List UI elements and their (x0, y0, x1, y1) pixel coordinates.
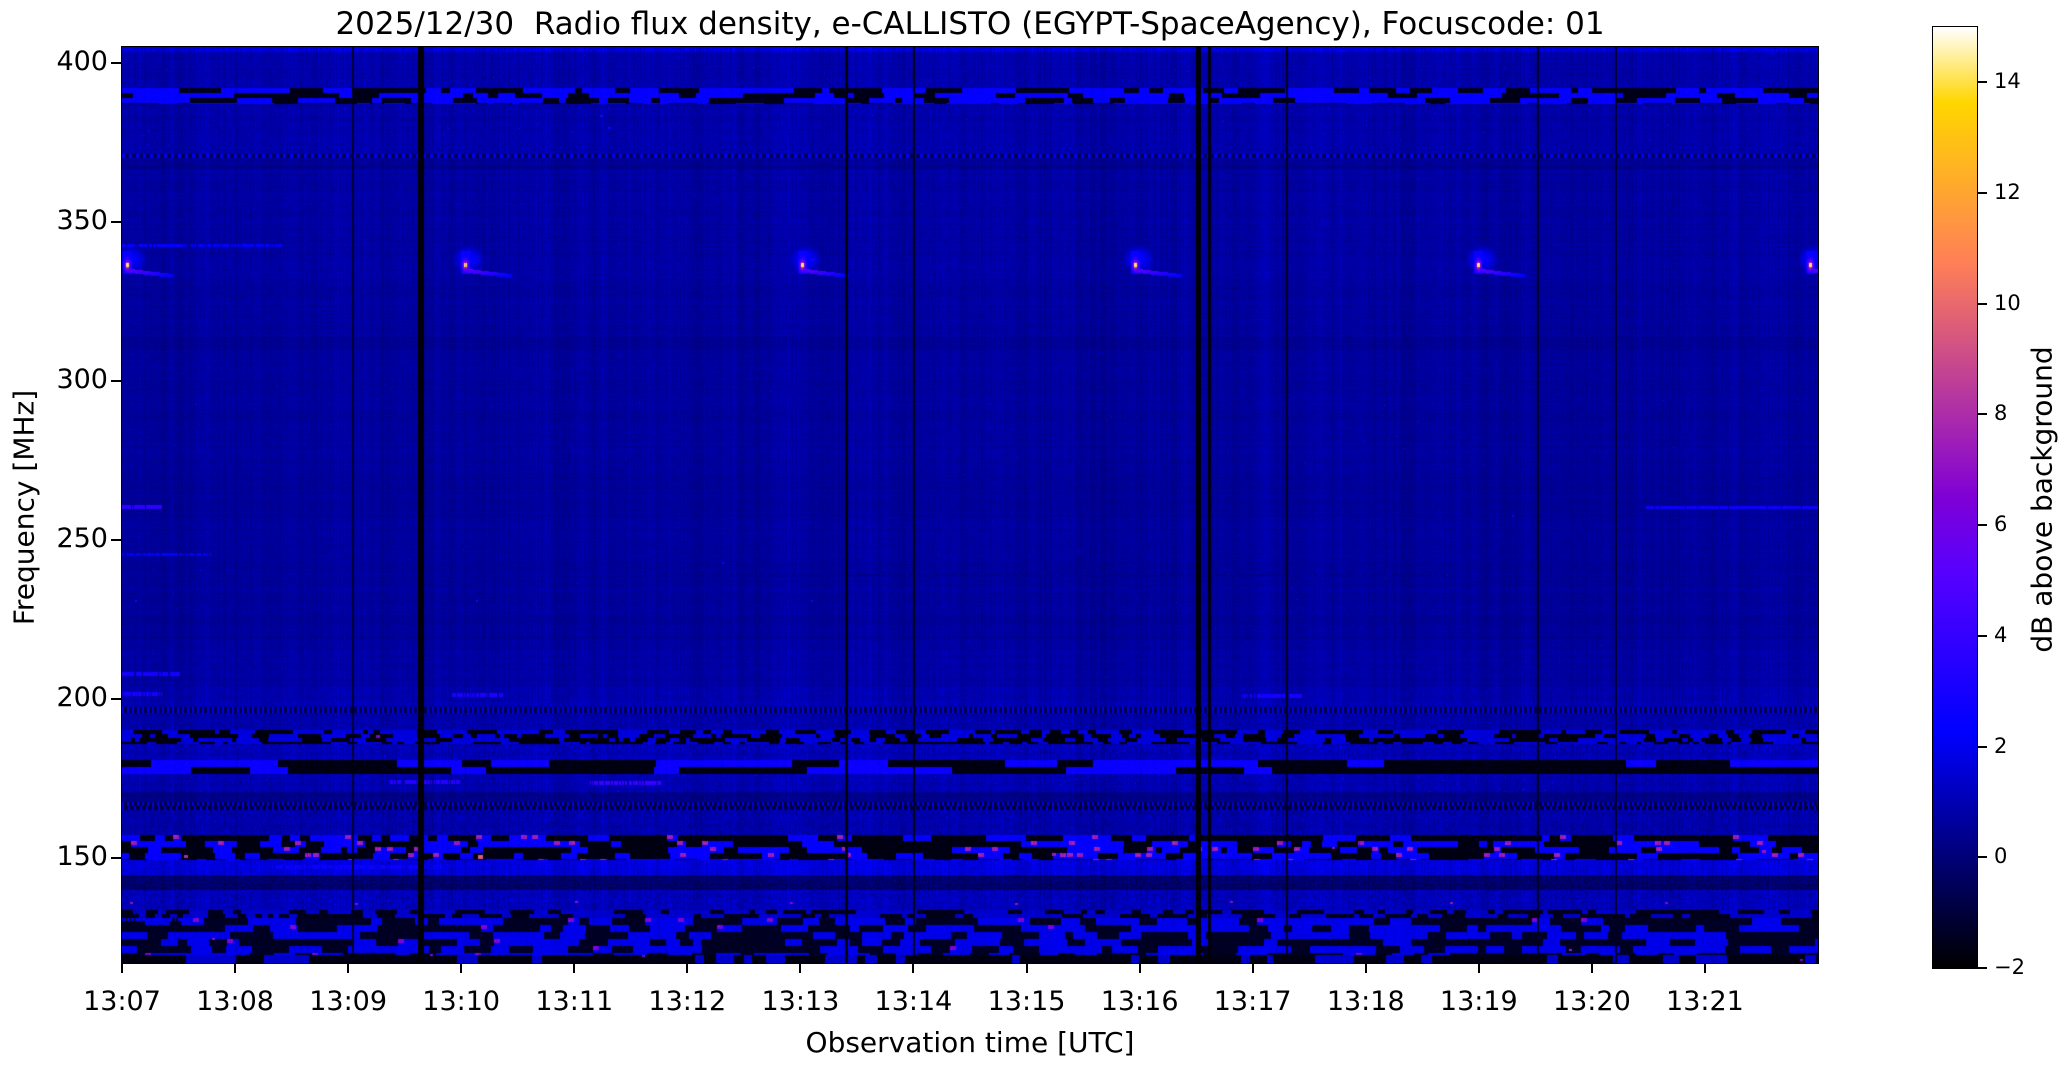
x-tick-label: 13:16 (1100, 986, 1179, 1017)
x-tick-mark (234, 963, 237, 973)
x-tick-label: 13:19 (1439, 986, 1518, 1017)
y-tick-mark (111, 857, 121, 860)
y-tick-label: 250 (56, 522, 108, 554)
colorbar-tick-mark (1978, 856, 1987, 859)
x-tick-label: 13:09 (309, 986, 388, 1017)
colorbar-tick-mark (1978, 634, 1987, 637)
plot-title: 2025/12/30 Radio flux density, e-CALLIST… (335, 6, 1605, 42)
x-tick-label: 13:20 (1552, 986, 1631, 1017)
x-tick-mark (1703, 963, 1706, 973)
x-tick-mark (686, 963, 689, 973)
y-tick-label: 150 (56, 841, 108, 873)
y-axis-label: Frequency [MHz] (7, 389, 41, 626)
x-tick-mark (912, 963, 915, 973)
x-tick-mark (1590, 963, 1593, 973)
colorbar-tick-label: 14 (1994, 69, 2021, 94)
y-tick-label: 300 (56, 363, 108, 395)
colorbar (1932, 26, 1978, 969)
x-tick-label: 13:17 (1213, 986, 1292, 1017)
x-tick-mark (799, 963, 802, 973)
x-tick-label: 13:10 (422, 986, 501, 1017)
colorbar-label: dB above background (2025, 346, 2059, 653)
y-tick-label: 350 (56, 204, 108, 236)
colorbar-tick-label: 2 (1994, 733, 2008, 758)
x-tick-mark (1138, 963, 1141, 973)
x-tick-label: 13:18 (1326, 986, 1405, 1017)
x-tick-label: 13:12 (648, 986, 727, 1017)
colorbar-tick-mark (1978, 524, 1987, 527)
x-tick-label: 13:14 (874, 986, 953, 1017)
x-tick-label: 13:15 (987, 986, 1066, 1017)
x-tick-label: 13:07 (83, 986, 161, 1017)
colorbar-tick-mark (1978, 745, 1987, 748)
x-tick-label: 13:13 (761, 986, 840, 1017)
x-tick-mark (347, 963, 350, 973)
colorbar-tick-label: 0 (1994, 844, 2008, 869)
y-tick-mark (111, 698, 121, 700)
x-tick-mark (1364, 963, 1367, 973)
x-tick-label: 13:21 (1666, 986, 1744, 1017)
x-tick-mark (1251, 963, 1254, 973)
y-tick-mark (111, 379, 121, 382)
y-tick-label: 400 (56, 45, 108, 77)
colorbar-tick-label: −2 (1994, 955, 2025, 979)
x-tick-label: 13:08 (196, 986, 274, 1017)
colorbar-tick-mark (1978, 967, 1987, 969)
colorbar-tick-label: 12 (1994, 180, 2021, 205)
x-tick-mark (1477, 963, 1480, 973)
y-tick-mark (111, 220, 121, 223)
colorbar-tick-label: 10 (1994, 290, 2021, 315)
colorbar-tick-label: 6 (1994, 512, 2008, 537)
y-tick-label: 200 (56, 682, 108, 713)
colorbar-tick-mark (1978, 302, 1987, 305)
x-tick-mark (1025, 963, 1028, 973)
x-tick-mark (573, 963, 576, 973)
colorbar-tick-mark (1978, 192, 1987, 195)
colorbar-tick-label: 8 (1994, 401, 2008, 426)
colorbar-tick-mark (1978, 81, 1987, 84)
spectrogram-plot (121, 46, 1819, 964)
colorbar-tick-label: 4 (1994, 622, 2008, 647)
colorbar-canvas (1933, 27, 1977, 968)
x-tick-mark (460, 963, 463, 973)
x-axis-label: Observation time [UTC] (805, 1026, 1135, 1059)
y-tick-mark (111, 61, 121, 64)
colorbar-tick-mark (1978, 413, 1987, 416)
x-tick-label: 13:11 (535, 986, 614, 1017)
spectrogram-canvas (122, 47, 1818, 963)
x-tick-mark (121, 963, 123, 973)
y-tick-mark (111, 538, 121, 541)
